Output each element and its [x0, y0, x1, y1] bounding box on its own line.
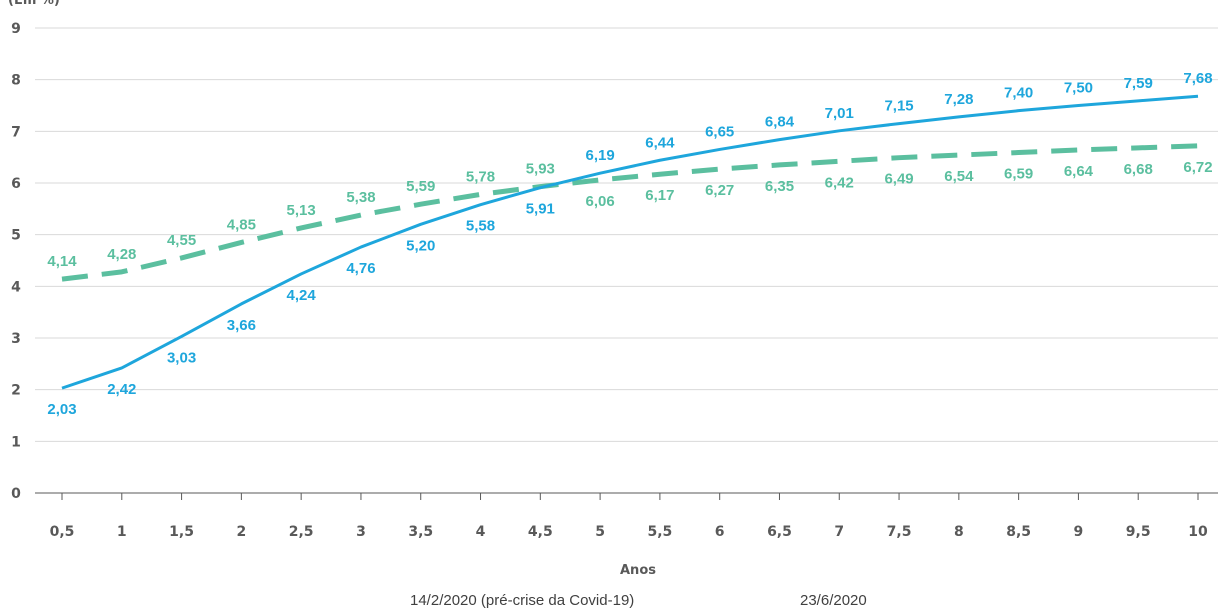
x-tick-label: 7 [834, 524, 844, 540]
data-label: 4,24 [287, 287, 317, 304]
series-line-1 [61, 143, 1199, 282]
data-label: 6,84 [765, 114, 795, 131]
data-label: 6,27 [705, 182, 734, 199]
y-tick-label: 8 [11, 73, 21, 89]
data-label: 3,03 [167, 349, 196, 366]
x-tick-label: 10 [1188, 524, 1208, 540]
data-label: 5,59 [406, 178, 435, 195]
x-tick-label: 3 [356, 524, 366, 540]
data-label: 4,85 [227, 216, 256, 233]
y-tick-label: 3 [11, 331, 21, 347]
y-tick-label: 2 [11, 383, 21, 399]
data-label: 7,28 [944, 91, 973, 108]
x-tick-label: 2,5 [289, 524, 314, 540]
series-line-2 [61, 94, 1199, 390]
data-label: 5,58 [466, 218, 495, 235]
data-label: 6,68 [1124, 161, 1153, 178]
x-tick-label: 7,5 [887, 524, 912, 540]
x-tick-label: 1,5 [169, 524, 194, 540]
y-tick-label: 4 [11, 279, 21, 295]
x-tick-label: 2 [236, 524, 246, 540]
data-label: 5,38 [346, 189, 375, 206]
data-label: 4,28 [107, 246, 136, 263]
x-tick-label: 4,5 [528, 524, 553, 540]
data-label: 5,78 [466, 168, 495, 185]
x-tick-label: 0,5 [50, 524, 75, 540]
x-tick-label: 6,5 [767, 524, 792, 540]
data-label: 4,76 [346, 260, 375, 277]
data-labels: 4,14 4,28 4,55 4,85 5,13 5,38 5,59 5,78 5,93 6,06… [47, 70, 1212, 418]
data-label: 7,59 [1124, 75, 1153, 92]
data-label: 2,42 [107, 381, 136, 398]
x-tick-label: 9 [1074, 524, 1084, 540]
y-tick-label: 0 [11, 486, 21, 502]
data-label: 6,59 [1004, 166, 1033, 183]
x-tick-label: 4 [476, 524, 486, 540]
x-tick-label: 8 [954, 524, 964, 540]
x-tick-label: 9,5 [1126, 524, 1151, 540]
data-label: 2,03 [47, 401, 76, 418]
data-label: 7,50 [1064, 80, 1093, 97]
data-label: 5,20 [406, 237, 435, 254]
data-label: 6,64 [1064, 163, 1094, 180]
x-tick-label: 8,5 [1006, 524, 1031, 540]
data-label: 6,49 [884, 171, 913, 188]
y-tick-label: 5 [11, 228, 21, 244]
data-label: 6,65 [705, 123, 734, 140]
data-label: 5,13 [287, 202, 316, 219]
x-tick-label: 5 [595, 524, 605, 540]
x-axis: 0,5 1 1,5 2 2,5 3 3,5 4 4,5 5 5,5 6 6,5 7 7,5 8 8,5 9 9,5 1… [35, 492, 1218, 540]
x-axis-title: Anos [620, 563, 656, 578]
data-label: 6,35 [765, 178, 794, 195]
data-label: 6,17 [645, 187, 674, 204]
data-label: 7,01 [825, 105, 854, 122]
data-label: 6,19 [586, 147, 615, 164]
data-label: 7,40 [1004, 85, 1033, 102]
y-tick-label: 6 [11, 176, 21, 192]
data-label: 3,66 [227, 317, 256, 334]
x-tick-label: 5,5 [647, 524, 672, 540]
y-axis-title: (Em %) [8, 0, 60, 8]
y-tick-label: 9 [11, 21, 21, 37]
legend-item-series-1: 14/2/2020 (pré-crise da Covid-19) [410, 592, 635, 609]
x-tick-label: 1 [117, 524, 127, 540]
data-label: 5,91 [526, 201, 555, 218]
legend-item-series-2: 23/6/2020 [800, 592, 867, 609]
data-label: 6,44 [645, 134, 675, 151]
x-tick-label: 6 [715, 524, 725, 540]
gridlines [35, 27, 1218, 442]
data-label: 6,72 [1183, 159, 1212, 176]
y-tick-label: 1 [11, 434, 21, 450]
data-label: 6,06 [586, 193, 615, 210]
data-label: 4,14 [47, 253, 77, 270]
y-axis-ticks: 0 1 2 3 4 5 6 7 8 9 [11, 21, 21, 502]
x-tick-label: 3,5 [408, 524, 433, 540]
series-lines [61, 94, 1199, 390]
data-label: 6,42 [825, 174, 854, 191]
data-label: 7,68 [1183, 70, 1212, 87]
data-label: 7,15 [884, 98, 913, 115]
data-label: 6,54 [944, 168, 974, 185]
legend: 14/2/2020 (pré-crise da Covid-19) 23/6/2… [0, 592, 1218, 614]
y-tick-label: 7 [11, 124, 21, 140]
data-label: 5,93 [526, 161, 555, 178]
data-label: 4,55 [167, 232, 196, 249]
